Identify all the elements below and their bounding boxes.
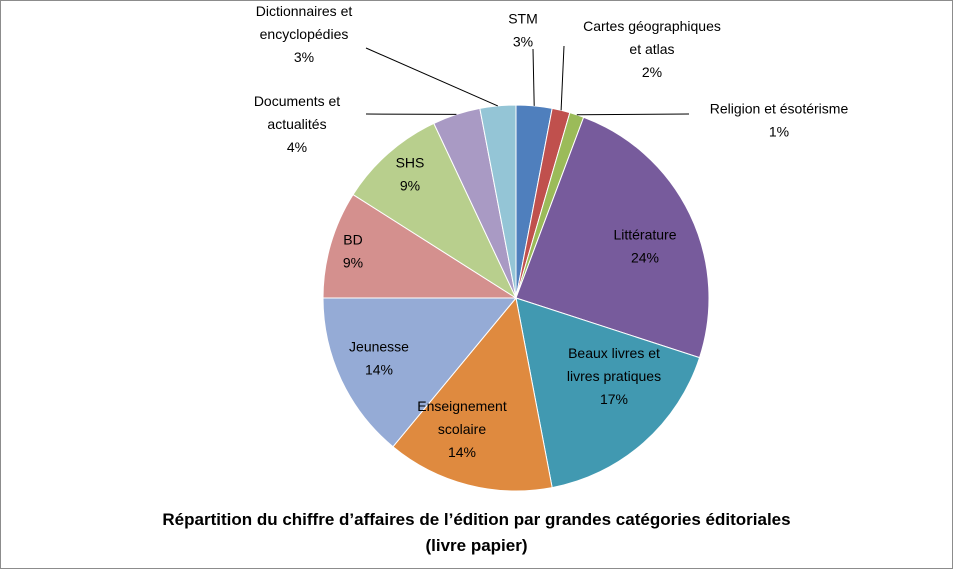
slice-category-label: actualités xyxy=(267,116,326,132)
leader-lines xyxy=(365,45,690,116)
pie-slice xyxy=(392,296,553,492)
pie-slice xyxy=(322,297,518,448)
pie-slice xyxy=(479,104,517,299)
data-labels: STM 3% Cartes géographiques et atlas 2% Relig… xyxy=(254,3,849,460)
chart-title: Répartition du chiffre d’affaires de l’é… xyxy=(162,510,791,529)
slice-percent-label: 14% xyxy=(448,444,476,460)
slice-percent-label: 3% xyxy=(294,49,314,65)
slice-category-label: Enseignement xyxy=(417,398,507,414)
slice-percent-label: 9% xyxy=(343,255,363,271)
leader-line xyxy=(532,48,535,106)
slice-category-label: Jeunesse xyxy=(349,339,409,355)
slice-category-label: livres pratiques xyxy=(567,368,661,384)
leader-line xyxy=(576,113,690,116)
slice-category-label: STM xyxy=(508,11,538,27)
slice-category-label: Beaux livres et xyxy=(568,345,660,361)
slice-category-label: Dictionnaires et xyxy=(256,3,353,19)
pie-slices xyxy=(322,104,710,492)
pie-slice xyxy=(352,122,518,300)
slice-percent-label: 3% xyxy=(513,34,533,50)
slice-percent-label: 4% xyxy=(287,139,307,155)
slice-category-label: SHS xyxy=(396,155,425,171)
chart-subtitle: (livre papier) xyxy=(425,536,528,555)
slice-category-label: et atlas xyxy=(629,41,674,57)
slice-category-label: scolaire xyxy=(438,421,486,437)
slice-category-label: Cartes géographiques xyxy=(583,18,721,34)
slice-category-label: encyclopédies xyxy=(260,26,349,42)
slice-percent-label: 17% xyxy=(600,391,628,407)
leader-line xyxy=(365,47,499,107)
leader-line xyxy=(560,45,565,111)
slice-percent-label: 9% xyxy=(400,178,420,194)
slice-percent-label: 1% xyxy=(769,124,789,140)
slice-percent-label: 24% xyxy=(631,250,659,266)
pie-slice xyxy=(322,193,518,299)
slice-category-label: Religion et ésotérisme xyxy=(710,101,849,117)
pie-slice xyxy=(515,116,710,359)
slice-percent-label: 2% xyxy=(642,64,662,80)
pie-slice xyxy=(515,297,701,489)
slice-percent-label: 14% xyxy=(365,362,393,378)
slice-category-label: Littérature xyxy=(613,227,676,243)
slice-category-label: Documents et xyxy=(254,93,340,109)
slice-category-label: BD xyxy=(343,232,362,248)
